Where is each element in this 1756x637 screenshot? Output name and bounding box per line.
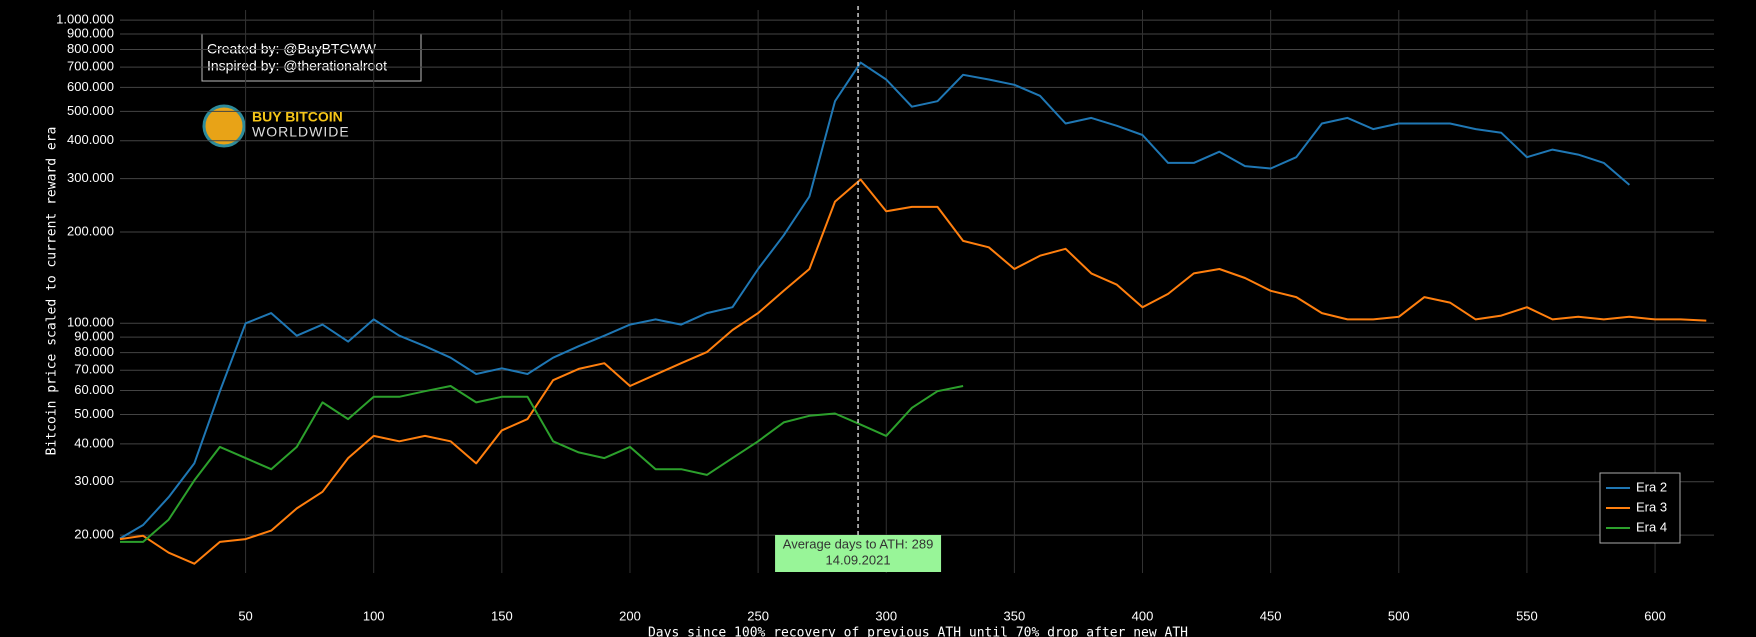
y-tick-label: 30.000 bbox=[74, 473, 114, 488]
ath-marker-label: Average days to ATH: 289 bbox=[783, 536, 934, 551]
x-tick-label: 150 bbox=[491, 608, 513, 623]
y-tick-label: 900.000 bbox=[67, 25, 114, 40]
y-tick-label: 50.000 bbox=[74, 406, 114, 421]
x-tick-label: 250 bbox=[747, 608, 769, 623]
line-series bbox=[119, 61, 1631, 540]
line-series bbox=[119, 178, 1707, 565]
x-tick-label: 600 bbox=[1644, 608, 1666, 623]
y-tick-label: 90.000 bbox=[74, 329, 114, 344]
line-series bbox=[120, 385, 964, 543]
x-tick-label: 500 bbox=[1388, 608, 1410, 623]
x-tick-label: 450 bbox=[1260, 608, 1282, 623]
logo-text: BUY BITCOIN bbox=[252, 109, 343, 125]
ath-marker-label: 14.09.2021 bbox=[826, 552, 891, 567]
logo-icon bbox=[202, 104, 246, 148]
x-tick-label: 350 bbox=[1004, 608, 1026, 623]
y-tick-label: 800.000 bbox=[67, 41, 114, 56]
y-tick-label: 70.000 bbox=[74, 362, 114, 377]
y-tick-label: 80.000 bbox=[74, 344, 114, 359]
credit-box bbox=[201, 33, 422, 82]
y-tick-label: 700.000 bbox=[67, 59, 114, 74]
x-axis-label: Days since 100% recovery of previous ATH… bbox=[648, 626, 1188, 637]
y-tick-label: 500.000 bbox=[67, 103, 114, 118]
y-tick-label: 20.000 bbox=[74, 527, 114, 542]
y-tick-label: 200.000 bbox=[67, 223, 114, 238]
y-tick-label: 300.000 bbox=[67, 170, 114, 185]
x-tick-label: 400 bbox=[1132, 608, 1154, 623]
y-tick-label: 100.000 bbox=[67, 315, 114, 330]
x-tick-label: 300 bbox=[875, 608, 897, 623]
x-tick-label: 550 bbox=[1516, 608, 1538, 623]
legend-label: Era 4 bbox=[1636, 519, 1667, 534]
credit-line: Created by: @BuyBTCWW bbox=[207, 41, 377, 57]
y-tick-label: 1.000.000 bbox=[56, 12, 114, 27]
y-tick-label: 60.000 bbox=[74, 382, 114, 397]
x-tick-label: 200 bbox=[619, 608, 641, 623]
credit-line: Inspired by: @therationalroot bbox=[207, 58, 387, 74]
y-tick-label: 600.000 bbox=[67, 79, 114, 94]
legend-label: Era 2 bbox=[1636, 479, 1667, 494]
ath-marker-box bbox=[775, 535, 942, 572]
x-tick-label: 100 bbox=[363, 608, 385, 623]
x-tick-label: 50 bbox=[238, 608, 252, 623]
y-tick-label: 400.000 bbox=[67, 132, 114, 147]
legend-label: Era 3 bbox=[1636, 499, 1667, 514]
y-tick-label: 40.000 bbox=[74, 435, 114, 450]
y-axis-label: Bitcoin price scaled to current reward e… bbox=[45, 127, 60, 456]
logo-text: WORLDWIDE bbox=[252, 124, 350, 140]
